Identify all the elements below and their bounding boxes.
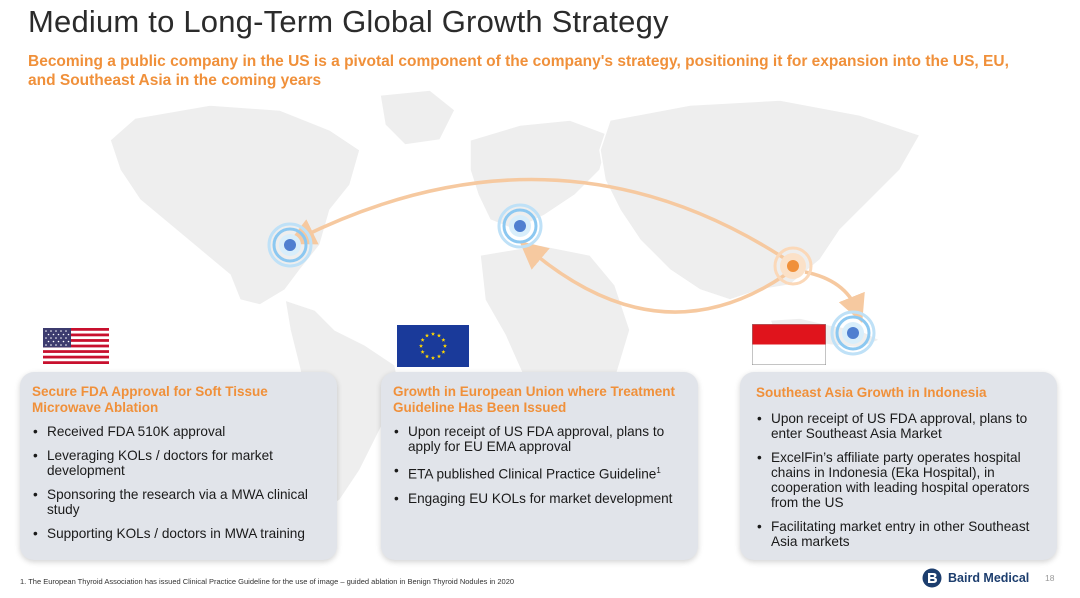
arrow-asia-to-eu xyxy=(519,240,786,314)
list-item: Engaging EU KOLs for market development xyxy=(393,491,686,506)
list-item: ETA published Clinical Practice Guidelin… xyxy=(393,463,686,482)
list-item: Upon receipt of US FDA approval, plans t… xyxy=(756,411,1045,441)
us-flag-icon xyxy=(43,328,109,364)
eu-star xyxy=(436,354,442,359)
asia-hub-marker xyxy=(773,246,813,286)
company-logo: Baird Medical xyxy=(922,568,1029,588)
card-us-heading: Secure FDA Approval for Soft Tissue Micr… xyxy=(32,384,268,415)
list-item-text: ETA published Clinical Practice Guidelin… xyxy=(408,466,657,482)
footnote-ref: 1 xyxy=(656,466,661,475)
list-item: Supporting KOLs / doctors in MWA trainin… xyxy=(32,526,325,541)
page-number: 18 xyxy=(1045,573,1055,583)
list-item: Facilitating market entry in other South… xyxy=(756,519,1045,549)
eu-star xyxy=(424,354,430,359)
eu-location-marker xyxy=(497,203,543,249)
card-eu-heading: Growth in European Union where Treatment… xyxy=(393,384,676,415)
eu-star xyxy=(430,355,436,360)
eu-star xyxy=(424,333,430,338)
logo-text: Baird Medical xyxy=(948,571,1030,585)
card-indonesia-heading: Southeast Asia Growth in Indonesia xyxy=(756,385,987,400)
eu-flag-icon xyxy=(397,325,469,367)
indonesia-flag-icon xyxy=(752,324,826,365)
eu-star xyxy=(436,333,442,338)
list-item: Received FDA 510K approval xyxy=(32,424,325,439)
eu-star xyxy=(441,337,446,342)
arrow-asia-to-indonesia xyxy=(804,270,865,323)
eu-star xyxy=(442,343,448,348)
card-us: Secure FDA Approval for Soft Tissue Micr… xyxy=(20,372,337,560)
indonesia-location-marker xyxy=(830,310,876,356)
eu-star xyxy=(420,349,425,354)
footnote: 1. The European Thyroid Association has … xyxy=(20,577,515,586)
baird-logo-icon xyxy=(922,568,942,588)
eu-star xyxy=(420,337,425,342)
list-item: ExcelFin’s affiliate party operates hosp… xyxy=(756,450,1045,510)
page-title: Medium to Long-Term Global Growth Strate… xyxy=(28,4,669,39)
page-subtitle: Becoming a public company in the US is a… xyxy=(28,53,1009,89)
us-location-marker xyxy=(267,222,313,268)
eu-star xyxy=(430,331,436,336)
list-item: Leveraging KOLs / doctors for market dev… xyxy=(32,448,325,478)
list-item: Sponsoring the research via a MWA clinic… xyxy=(32,487,325,517)
card-eu: Growth in European Union where Treatment… xyxy=(381,372,698,560)
arrow-asia-to-us xyxy=(287,177,791,264)
eu-star xyxy=(441,349,446,354)
list-item: Upon receipt of US FDA approval, plans t… xyxy=(393,424,686,454)
eu-star xyxy=(418,343,424,348)
card-indonesia: Southeast Asia Growth in Indonesia Upon … xyxy=(740,372,1057,560)
